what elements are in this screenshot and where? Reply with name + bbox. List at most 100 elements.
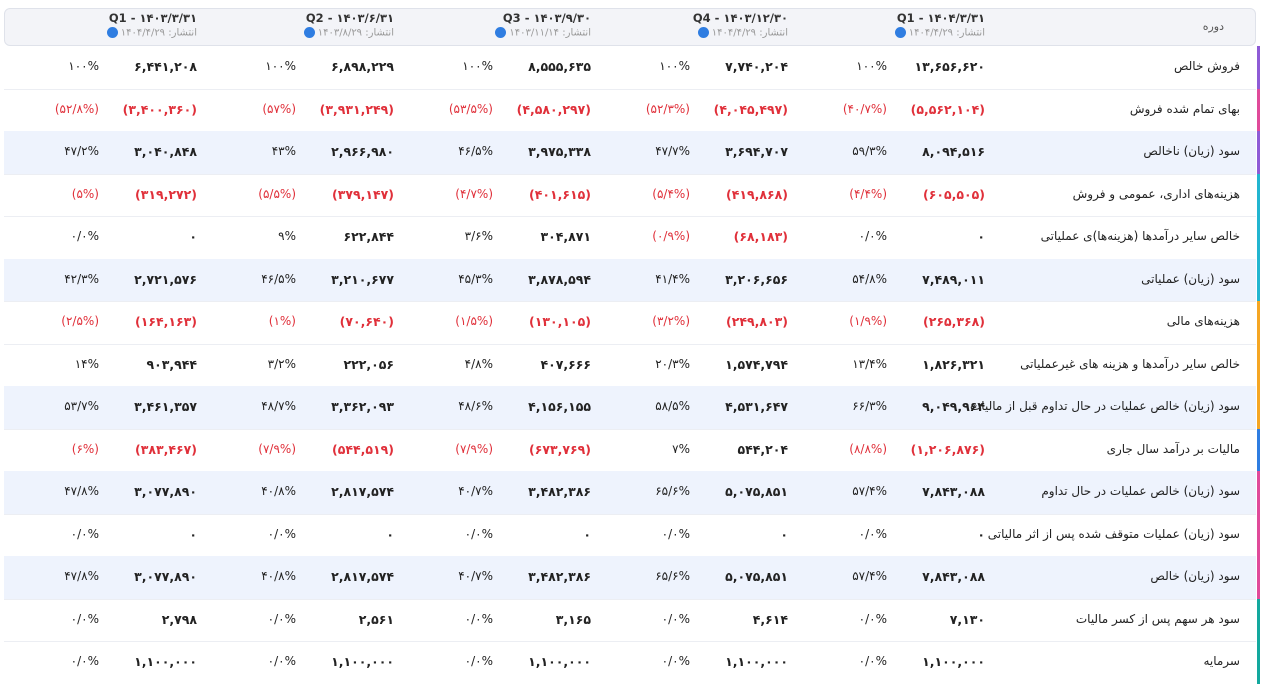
cell-percent: ۲۰/۳%: [655, 356, 690, 371]
cell-percent: ۰/۰%: [858, 654, 887, 669]
row-accent: [1257, 343, 1260, 386]
cell-value: (۲۶۵,۳۶۸): [923, 314, 985, 330]
cell-value: ۳,۹۷۵,۳۳۸: [528, 144, 591, 160]
row-accent: [1257, 513, 1260, 556]
cell-percent: (۲/۵%): [61, 314, 99, 329]
cell-value: ۱,۱۰۰,۰۰۰: [725, 654, 788, 670]
cell-value: ۲,۷۲۱,۵۷۶: [134, 271, 197, 287]
cell-percent: ۳/۶%: [464, 229, 493, 244]
cell-percent: ۶۵/۶%: [655, 569, 690, 584]
cell-percent: (۴/۴%): [849, 186, 887, 201]
published-icon: [106, 27, 118, 38]
row-accent: [1257, 173, 1260, 216]
row-label: فروش خالص: [1173, 59, 1240, 74]
cell-percent: (۵۳/۵%): [448, 101, 493, 116]
cell-value: ۱,۵۷۴,۷۹۴: [725, 356, 788, 372]
cell-value: ۵,۰۷۵,۸۵۱: [725, 569, 788, 585]
cell-percent: ۵۸/۵%: [655, 399, 690, 414]
cell-percent: ۰/۰%: [858, 611, 887, 626]
published-text: انتشار: ۱۴۰۳/۸/۲۹: [317, 27, 394, 39]
row-accent: [1257, 471, 1260, 514]
cell-value: ۲,۵۶۱: [358, 611, 394, 627]
cell-value: ۷,۴۸۹,۰۱۱: [922, 271, 985, 287]
row-accent: [1257, 301, 1260, 344]
cell-value: ۴,۶۱۴: [752, 611, 788, 627]
cell-percent: ۱۳/۴%: [852, 356, 887, 371]
period-published: انتشار: ۱۴۰۴/۴/۲۹: [697, 27, 788, 39]
row-accent: [1257, 641, 1260, 684]
cell-value: (۴,۵۸۰,۲۹۷): [516, 101, 591, 117]
cell-percent: ۴۲/۳%: [64, 271, 99, 286]
period-published: انتشار: ۱۴۰۴/۴/۲۹: [894, 27, 985, 39]
cell-value: ۳,۴۶۱,۳۵۷: [134, 399, 197, 415]
header-title: دوره: [1202, 20, 1224, 33]
cell-percent: ۴۰/۸%: [261, 569, 296, 584]
cell-percent: ۴۰/۷%: [458, 569, 493, 584]
row-label: سود (زیان) خالص: [1150, 569, 1240, 584]
cell-percent: ۵۷/۴%: [852, 569, 887, 584]
table-row: [4, 471, 1260, 515]
cell-percent: ۰/۰%: [661, 611, 690, 626]
cell-value: (۷۰,۶۴۰): [339, 314, 394, 330]
cell-value: ۲۲۲,۰۵۶: [343, 356, 394, 372]
table-row: [4, 46, 1260, 90]
cell-percent: ۰/۰%: [267, 526, 296, 541]
row-accent: [1257, 556, 1260, 599]
cell-value: ۲,۹۶۶,۹۸۰: [331, 144, 394, 160]
cell-value: (۳۷۹,۱۴۷): [332, 186, 394, 202]
row-accent: [1257, 386, 1260, 429]
cell-value: (۶۸,۱۸۳): [733, 229, 788, 245]
cell-value: (۲۴۹,۸۰۳): [726, 314, 788, 330]
table-row: [4, 131, 1260, 175]
cell-value: (۵۴۴,۵۱۹): [332, 441, 394, 457]
row-label: خالص سایر درآمدها و هزینه های غیرعملیاتی: [1020, 356, 1240, 371]
period-label: Q2 - ۱۴۰۳/۶/۳۱: [305, 11, 394, 25]
cell-percent: ۴۶/۵%: [458, 144, 493, 159]
cell-percent: ۰/۰%: [70, 229, 99, 244]
cell-percent: ۰/۰%: [267, 654, 296, 669]
cell-percent: ۰/۰%: [70, 526, 99, 541]
cell-percent: ۰/۰%: [661, 526, 690, 541]
cell-percent: ۰/۰%: [464, 611, 493, 626]
cell-percent: ۴۱/۴%: [655, 271, 690, 286]
cell-value: ۳,۴۸۲,۳۸۶: [528, 569, 591, 585]
cell-percent: ۴۶/۵%: [261, 271, 296, 286]
cell-value: ۸,۰۹۴,۵۱۶: [922, 144, 985, 160]
cell-value: (۶۰۵,۵۰۵): [923, 186, 985, 202]
row-label: سود (زیان) خالص عملیات در حال تداوم قبل …: [970, 399, 1240, 414]
cell-percent: ۵۹/۳%: [852, 144, 887, 159]
cell-value: ۳۰۴,۸۷۱: [540, 229, 591, 245]
period-published: انتشار: ۱۴۰۴/۴/۲۹: [106, 27, 197, 39]
row-label: سرمایه: [1203, 654, 1240, 669]
cell-value: ۹۰۳,۹۴۴: [146, 356, 197, 372]
cell-percent: ۱۴%: [74, 356, 99, 371]
cell-percent: ۹%: [278, 229, 296, 244]
cell-value: ۲,۷۹۸: [161, 611, 197, 627]
cell-percent: (۵/۴%): [652, 186, 690, 201]
cell-percent: ۱۰۰%: [265, 59, 296, 74]
row-accent: [1257, 428, 1260, 471]
cell-percent: (۳/۲%): [652, 314, 690, 329]
cell-percent: ۱۰۰%: [462, 59, 493, 74]
cell-value: ۱,۱۰۰,۰۰۰: [134, 654, 197, 670]
cell-value: ۵۴۴,۲۰۴: [737, 441, 788, 457]
row-label: بهای تمام شده فروش: [1129, 101, 1240, 116]
cell-percent: (۴۰/۷%): [842, 101, 887, 116]
row-label: سود هر سهم پس از کسر مالیات: [1075, 611, 1240, 626]
cell-value: ۳,۲۱۰,۶۷۷: [331, 271, 394, 287]
cell-percent: ۴۷/۲%: [64, 144, 99, 159]
published-icon: [894, 27, 906, 38]
cell-value: ۱,۱۰۰,۰۰۰: [331, 654, 394, 670]
cell-value: ۴,۱۵۶,۱۵۵: [528, 399, 591, 415]
cell-value: ۹,۰۴۹,۹۶۴: [922, 399, 985, 415]
row-label: هزینه‌های مالی: [1166, 314, 1240, 329]
cell-value: (۳,۴۰۰,۳۶۰): [122, 101, 197, 117]
cell-value: ۶,۸۹۸,۲۲۹: [331, 59, 394, 75]
cell-percent: ۶۶/۳%: [852, 399, 887, 414]
cell-value: ۷,۸۴۳,۰۸۸: [922, 484, 985, 500]
cell-value: ۳,۰۷۷,۸۹۰: [134, 569, 197, 585]
cell-percent: ۴/۸%: [464, 356, 493, 371]
cell-percent: (۵%): [71, 186, 99, 201]
cell-percent: ۰/۰%: [70, 654, 99, 669]
